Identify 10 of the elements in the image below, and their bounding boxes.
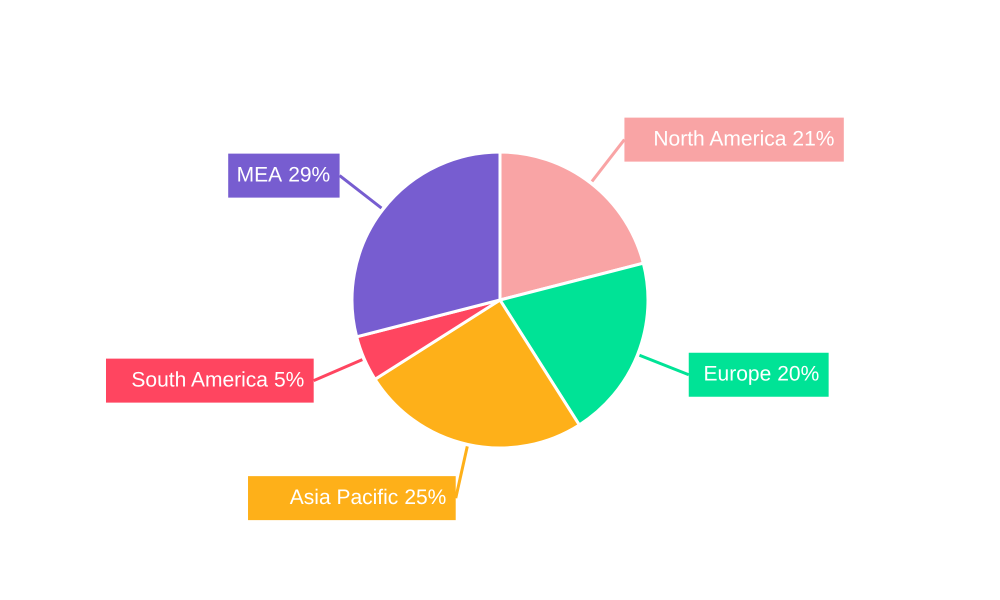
data-label: 20% — [777, 362, 820, 386]
slice-label: Europe — [704, 362, 772, 386]
slice-label: MEA — [236, 164, 282, 187]
slice-label: South America — [131, 368, 268, 392]
data-label: 29% — [288, 164, 330, 187]
data-label: 21% — [792, 128, 834, 151]
slice-label: North America — [653, 128, 787, 151]
slice-label: Asia Pacific — [290, 486, 398, 510]
data-label: 5% — [274, 368, 304, 392]
data-label: 25% — [404, 486, 446, 510]
